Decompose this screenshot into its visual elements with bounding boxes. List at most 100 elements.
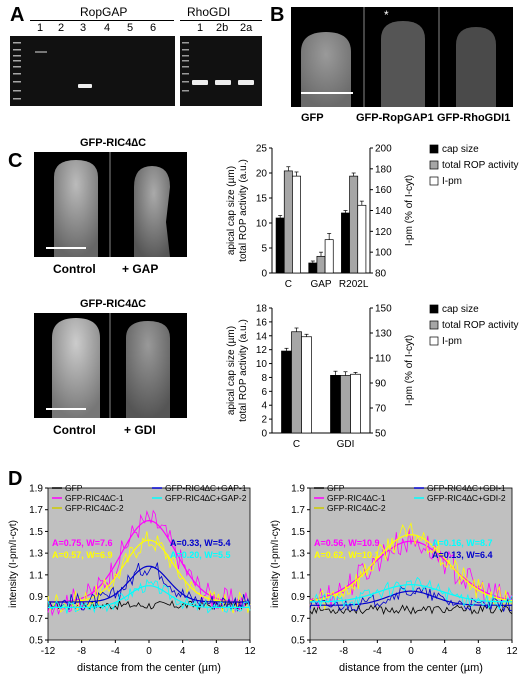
- legend-label: I-pm: [442, 176, 462, 187]
- y-tick-label: 1.5: [291, 527, 305, 538]
- plot-area: [309, 487, 513, 641]
- legend-label: GFP-RIC4∆C-2: [65, 503, 124, 513]
- bar-total-rop-activity: [349, 175, 359, 274]
- ric4-title-bottom: GFP-RIC4∆C: [80, 298, 147, 310]
- tick-label-left: 18: [256, 304, 268, 315]
- panel-label-c: C: [8, 150, 23, 172]
- legend-swatch: [429, 320, 439, 330]
- fit-curve: [48, 565, 250, 603]
- category-label: R202L: [339, 279, 369, 290]
- x-axis-label: distance from the center (µm): [339, 662, 483, 674]
- tick-label-right: 90: [375, 379, 387, 390]
- bar-i-pm: [357, 204, 367, 274]
- tick-label-left: 2: [261, 415, 267, 426]
- tick-label-left: 14: [256, 331, 268, 342]
- y-label-left-2: total ROP activity (a.u.): [238, 319, 249, 422]
- asterisk-marker: *: [384, 8, 389, 22]
- bar-i-pm: [292, 175, 301, 274]
- fit-curve: [48, 585, 250, 608]
- fit-annotation: A=0.75, W=7.6: [52, 538, 113, 548]
- y-tick-label: 1.9: [29, 484, 43, 495]
- legend-label: GFP-RIC4∆C-2: [327, 503, 386, 513]
- x-tick-label: -12: [41, 646, 56, 657]
- y-tick-label: 0.9: [291, 592, 305, 603]
- tick-label-left: 5: [261, 244, 267, 255]
- caption-control-bottom: Control: [53, 423, 96, 437]
- legend-label: GFP-RIC4∆C-1: [327, 493, 386, 503]
- legend-label: GFP-RIC4∆C+GAP-1: [165, 483, 247, 493]
- x-tick-label: 8: [476, 646, 482, 657]
- ropgap-lane-3: 3: [80, 22, 87, 34]
- bar-i-pm: [350, 373, 361, 434]
- tick-label-right: 50: [375, 429, 387, 440]
- tick-label-right: 100: [375, 248, 392, 259]
- caption-gfp: GFP: [301, 112, 324, 124]
- bar-cap-size: [341, 212, 350, 274]
- legend-label: GFP-RIC4∆C+GAP-2: [165, 493, 247, 503]
- tick-label-left: 10: [256, 359, 268, 370]
- tick-label-right: 120: [375, 227, 392, 238]
- tick-label-right: 110: [375, 354, 391, 365]
- y-tick-label: 0.7: [29, 614, 43, 625]
- fit-curve: [48, 539, 250, 603]
- tick-label-left: 0: [261, 429, 267, 440]
- tick-label-left: 4: [261, 401, 267, 412]
- fit-annotation: A=0.56, W=10.9: [314, 538, 380, 548]
- fit-annotation: A=0.62, W=10.1: [314, 550, 380, 560]
- bar-i-pm: [301, 336, 312, 434]
- rhogdi-lane-2b: 2b: [216, 22, 229, 34]
- x-tick-label: -4: [111, 646, 120, 657]
- series-line: [309, 521, 513, 610]
- y-label-left-1: apical cap size (µm): [226, 166, 237, 255]
- caption-gfp-ropgap1: GFP-RopGAP1: [356, 112, 434, 124]
- series-line: [309, 604, 513, 615]
- y-tick-label: 1.9: [291, 484, 305, 495]
- legend-swatch: [429, 144, 439, 154]
- fit-annotation: A=0.20, W=5.5: [170, 550, 231, 560]
- panel-label-a: A: [10, 4, 25, 26]
- legend-label: GFP-RIC4∆C-1: [65, 493, 124, 503]
- y-tick-label: 1.3: [29, 549, 43, 560]
- x-tick-label: 8: [214, 646, 220, 657]
- tick-label-left: 0: [261, 269, 267, 280]
- ric4-title-top: GFP-RIC4∆C: [80, 137, 147, 149]
- rhogdi-lane-1: 1: [197, 22, 204, 34]
- rhogdi-gel-image: [180, 36, 262, 106]
- rhogdi-underline: [180, 20, 262, 21]
- panel-label-d: D: [8, 468, 23, 490]
- tick-label-left: 6: [261, 387, 267, 398]
- legend-label: total ROP activity: [442, 320, 519, 331]
- bar-cap-size: [281, 350, 292, 434]
- legend-label: GFP: [327, 483, 345, 493]
- y-axis-label: intensity (I-pm/I-cyt): [270, 520, 281, 608]
- ropgap-lane-5: 5: [127, 22, 134, 34]
- y-tick-label: 1.1: [29, 570, 43, 581]
- tick-label-right: 150: [375, 304, 392, 315]
- series-line: [47, 562, 251, 612]
- tick-label-left: 10: [256, 219, 268, 230]
- fit-annotation: A=0.33, W=5.4: [170, 538, 231, 548]
- x-axis-label: distance from the center (µm): [77, 662, 221, 674]
- legend-swatch: [429, 336, 439, 346]
- series-line: [309, 585, 513, 612]
- tick-label-left: 16: [256, 317, 268, 328]
- legend-swatch: [429, 304, 439, 314]
- y-label-right: I-pm (% of I-cyt): [404, 335, 415, 406]
- y-tick-label: 0.5: [29, 636, 43, 647]
- rhogdi-lane-2a: 2a: [240, 22, 253, 34]
- y-tick-label: 0.9: [29, 592, 43, 603]
- bar-i-pm: [324, 239, 334, 274]
- x-tick-label: 0: [408, 646, 414, 657]
- caption-plus-gap: + GAP: [122, 262, 159, 276]
- fit-curve: [309, 540, 513, 601]
- rhogdi-title: RhoGDI: [187, 5, 231, 19]
- category-label: GAP: [310, 279, 331, 290]
- plot-area: [47, 487, 251, 641]
- x-tick-label: 4: [442, 646, 448, 657]
- y-tick-label: 1.1: [291, 570, 305, 581]
- category-label: C: [293, 439, 300, 450]
- x-tick-label: 4: [180, 646, 186, 657]
- tick-label-right: 160: [375, 185, 392, 196]
- y-tick-label: 0.7: [291, 614, 305, 625]
- fit-curve: [310, 583, 512, 603]
